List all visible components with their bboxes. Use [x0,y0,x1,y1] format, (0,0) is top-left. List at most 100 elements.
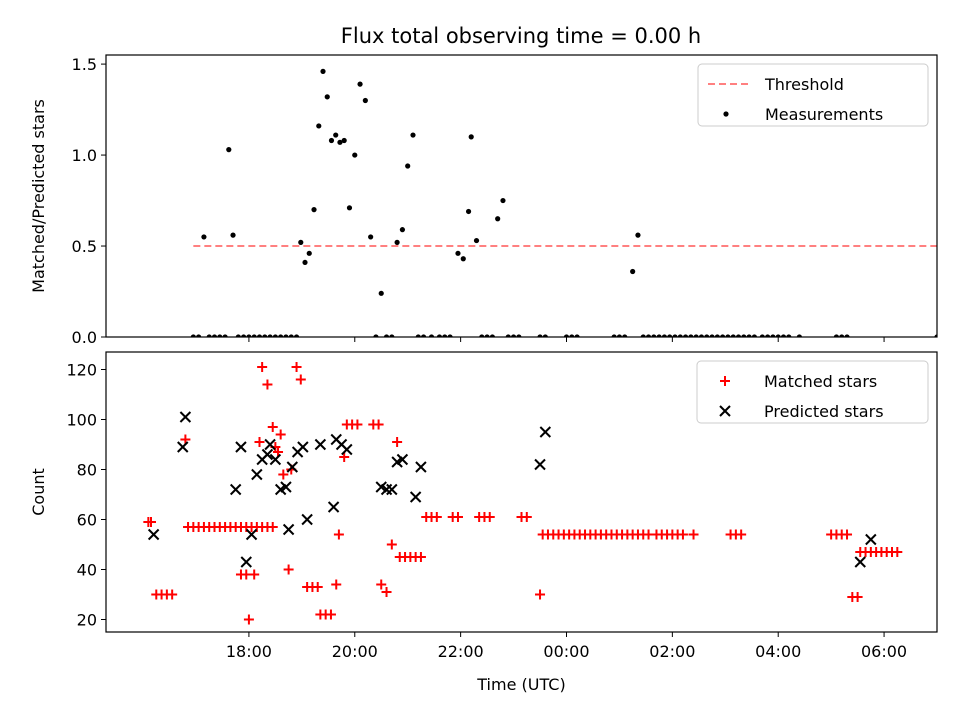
measurement-point [293,334,300,337]
measurement-point [796,334,802,337]
x-tick-label: 02:00 [649,642,695,661]
measurement-point [537,334,543,337]
axes-frame [105,54,938,338]
measurement-point [410,132,416,138]
matched-star-point [262,379,273,390]
predicted-star-point [534,458,546,471]
measurement-point [465,208,472,215]
measurement-point [468,134,474,140]
matched-star-point [180,434,191,445]
measurement-point [640,334,646,337]
legend: Matched stars Predicted stars [696,360,929,424]
x-b [282,523,295,536]
matched-star-point [325,609,336,620]
measurement-point [333,132,339,138]
y-tick-label: 1.0 [72,146,97,165]
measurement-point [455,250,461,256]
x-b [409,491,422,503]
measurement-point [267,334,273,337]
measurement-point [316,123,322,129]
x-b [341,443,353,456]
measurement-point [844,334,850,337]
x-b [229,483,242,496]
y-tick-label: 40 [77,561,97,580]
x-b [854,556,866,568]
predicted-star-point [286,461,299,473]
x-b [297,441,309,453]
measurement-point [765,334,771,337]
matched-star-point [484,512,495,522]
matched-star-point [267,522,278,532]
matched-star-point [535,589,546,600]
x-b [286,461,299,473]
predicted-star-point [282,523,295,536]
measurement-point [217,334,223,337]
matched-star-point [333,529,344,540]
measurement-point [479,334,485,337]
matched-star-point [267,422,278,432]
measurement-point [709,334,715,337]
predicted-star-point [177,441,189,453]
x-b [251,468,263,481]
predicted-star-point [386,483,398,496]
x-b [240,556,252,568]
predicted-star-point [251,468,263,481]
measurement-point [460,256,466,262]
measurement-point [611,334,617,337]
matched-star-point [381,587,392,597]
measurement-point [616,334,623,337]
measurement-point [201,234,207,240]
x-tick-label: 20:00 [332,642,378,661]
measurement-point [651,334,657,337]
measurement-point [741,334,747,337]
measurement-point [251,334,257,337]
predicted-star-point [341,443,353,456]
matched-star-point [283,564,294,575]
x-b [245,528,258,541]
matched-star-point [392,437,403,447]
measurement-point [542,334,548,337]
x-b [314,438,327,451]
legend: Threshold Measurements [697,63,929,127]
x-tick-label: 18:00 [226,642,272,661]
measurement-point [839,334,845,337]
panel-ratio: 0.0 0.5 1.0 1.5 Matched/Predicted stars Thres… [29,54,938,347]
measurement-point [500,197,506,204]
measurement-point [246,334,252,337]
measurement-point [394,239,400,245]
matched-star-point [275,429,286,440]
x-b [375,481,387,493]
predicted-star-point [264,438,276,451]
matched-star-point [677,529,688,540]
measurement-point [230,232,236,238]
measurement-point [283,334,289,337]
matched-star-point [521,512,532,522]
measurement-point [442,334,448,337]
x-b [534,458,546,471]
axes-frame [105,351,938,633]
predicted-star-point [240,556,252,568]
x-b [177,441,189,453]
measurement-point [759,334,765,337]
measurement-point [256,334,263,337]
y-axis-label: Count [29,468,48,516]
matched-star-point [312,582,323,592]
measurement-point [746,334,752,337]
x-tick-label: 00:00 [543,642,589,661]
measurement-point [272,334,278,337]
measurement-point [735,334,742,337]
x-tick-label: 06:00 [861,642,907,661]
measurement-point [484,334,490,337]
measurement-point [495,216,501,222]
matched-star-point [339,452,350,462]
predicted-star-point [280,481,292,493]
measurement-point [473,237,480,244]
x-b [386,483,398,496]
measurement-point [786,334,792,337]
matched-star-point [736,529,747,540]
measurement-point [420,334,427,337]
predicted-star-point [314,438,327,451]
measurement-point [373,334,379,337]
measurement-point [775,334,781,337]
measurement-point [211,334,218,337]
